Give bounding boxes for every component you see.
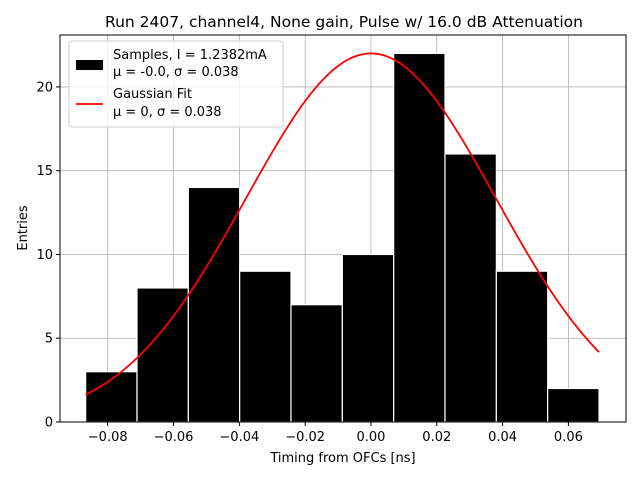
legend-histogram-label-line2: μ = -0.0, σ = 0.038 [113,65,239,80]
x-tick-label: −0.08 [88,430,128,445]
legend-histogram-swatch [76,60,103,70]
x-ticks: −0.08 −0.06 −0.04 −0.02 0.00 0.02 0.04 0.06 [88,422,583,445]
plot-frame [59,34,627,423]
x-tick-label: −0.04 [219,430,259,445]
histogram-bar [136,287,189,423]
fit-layer [85,52,600,396]
legend-histogram-label-line1: Samples, I = 1.2382mA [113,48,267,63]
legend-fit-label-line1: Gaussian Fit [113,87,192,102]
y-tick-label: 20 [36,80,53,95]
histogram-bar [341,253,395,423]
bars-layer [85,52,600,423]
y-tick-label: 10 [36,248,53,263]
x-tick-label: 0.04 [488,430,517,445]
y-ticks: 0 5 10 15 20 [36,80,60,431]
chart-title: Run 2407, channel4, None gain, Pulse w/ … [105,13,583,31]
y-axis-label: Entries [16,205,31,251]
y-tick-label: 15 [36,164,53,179]
x-tick-label: −0.02 [285,430,325,445]
histogram-bar [495,270,549,423]
histogram-bar [444,153,497,423]
x-axis-label: Timing from OFCs [ns] [269,451,415,466]
histogram-bar [547,387,600,423]
gaussian-fit-line [85,52,600,396]
x-tick-label: 0.06 [554,430,583,445]
y-tick-label: 0 [45,416,53,431]
histogram-bar [290,304,343,423]
x-tick-label: 0.00 [356,430,385,445]
y-tick-label: 5 [45,332,53,347]
histogram-bar [393,52,446,423]
legend-fit-label-line2: μ = 0, σ = 0.038 [113,105,222,120]
histogram-bar [239,270,292,423]
legend-box [68,40,284,128]
x-tick-label: −0.06 [154,430,194,445]
legend: Samples, I = 1.2382mA μ = -0.0, σ = 0.03… [68,40,284,128]
x-tick-label: 0.02 [422,430,451,445]
